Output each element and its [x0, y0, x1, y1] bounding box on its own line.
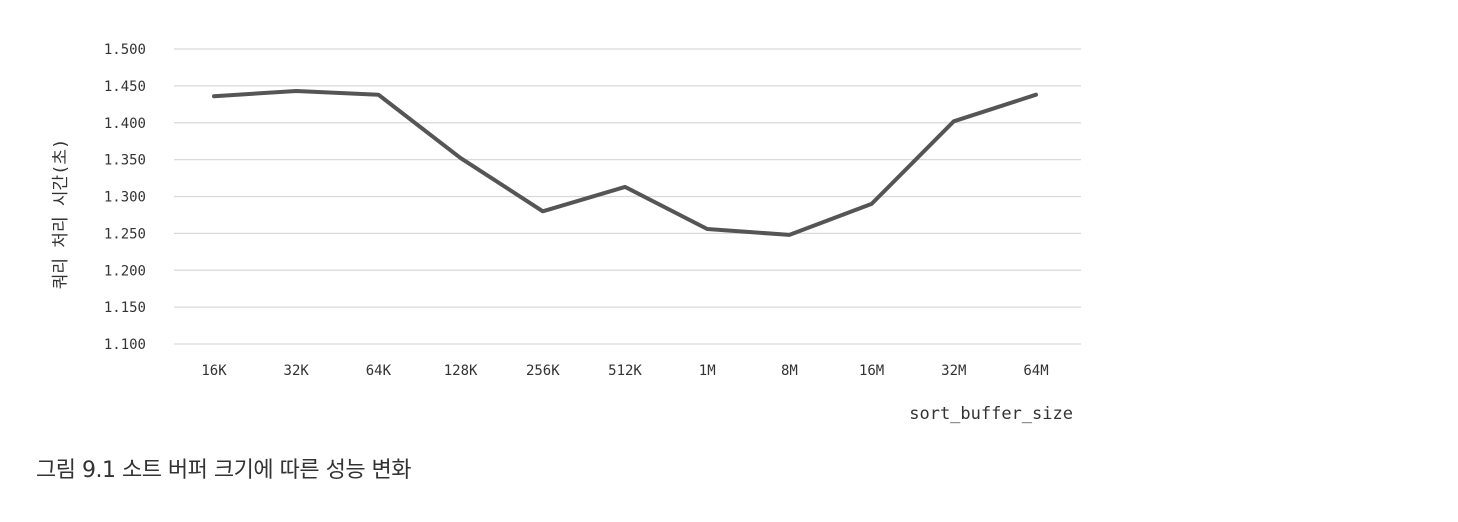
x-tick-label: 64M [1023, 363, 1048, 379]
x-axis-ticks: 16K 32K 64K 128K 256K 512K 1M 8M 16M 32M 64M [201, 363, 1048, 379]
gridlines [174, 48, 1081, 345]
y-tick-label: 1.100 [104, 337, 146, 353]
x-tick-label: 64K [366, 363, 392, 379]
x-tick-label: 32M [941, 363, 966, 379]
series-line [212, 89, 1038, 237]
y-tick-label: 1.300 [104, 190, 146, 206]
x-tick-label: 128K [444, 363, 478, 379]
y-tick-label: 1.350 [104, 153, 146, 169]
y-tick-label: 1.250 [104, 226, 146, 242]
x-tick-label: 16K [201, 363, 227, 379]
x-tick-label: 8M [781, 363, 798, 379]
x-tick-label: 1M [699, 363, 716, 379]
x-tick-label: 16M [859, 363, 884, 379]
x-axis-title: sort_buffer_size [909, 404, 1073, 424]
y-tick-label: 1.500 [104, 42, 146, 58]
figure-caption: 그림 9.1 소트 버퍼 크기에 따른 성능 변화 [36, 458, 412, 483]
y-tick-label: 1.150 [104, 300, 146, 316]
x-tick-label: 256K [526, 363, 560, 379]
y-axis-title: 쿼리 처리 시간(초) [51, 139, 71, 289]
y-axis-ticks: 1.100 1.150 1.200 1.250 1.300 1.350 1.400 1.450… [104, 42, 146, 353]
y-tick-label: 1.200 [104, 263, 146, 279]
x-tick-label: 32K [284, 363, 310, 379]
line-chart: 1.100 1.150 1.200 1.250 1.300 1.350 1.400 1.450… [51, 42, 1081, 424]
y-tick-label: 1.400 [104, 116, 146, 132]
x-tick-label: 512K [608, 363, 642, 379]
y-tick-label: 1.450 [104, 79, 146, 95]
